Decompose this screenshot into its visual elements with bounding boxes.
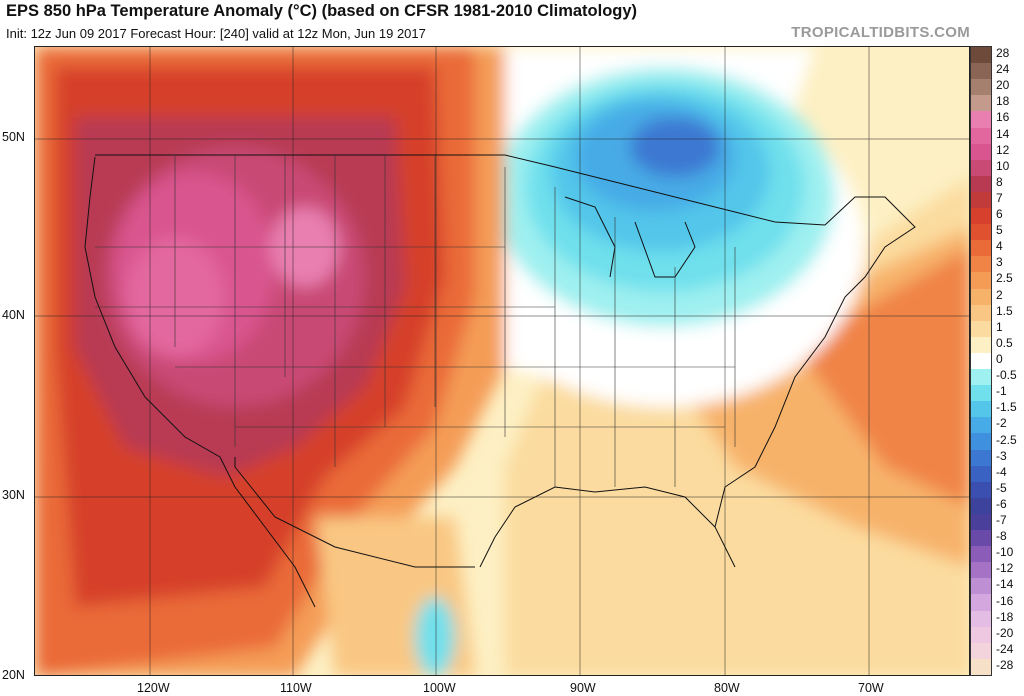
colorbar-swatch (971, 175, 991, 193)
colorbar-swatch (971, 546, 991, 563)
colorbar-swatch (971, 47, 991, 64)
colorbar-label: 0.5 (996, 335, 1013, 350)
colorbar-label: -7 (996, 513, 1007, 528)
colorbar-label: -0.5 (996, 368, 1017, 383)
colorbar-swatch (971, 272, 991, 290)
colorbar-label: 2.5 (996, 271, 1013, 286)
colorbar-label: 1.5 (996, 303, 1013, 318)
colorbar-label: -1.5 (996, 400, 1017, 415)
lon-label-110w: 110W (280, 681, 312, 695)
colorbar-swatch (971, 433, 991, 451)
colorbar-label: 24 (996, 62, 1010, 77)
colorbar-swatch (971, 304, 991, 322)
colorbar-label: -10 (996, 545, 1014, 560)
colorbar-label: 8 (996, 174, 1003, 189)
colorbar-swatch (971, 530, 991, 547)
lon-label-120w: 120W (137, 681, 170, 695)
colorbar-swatch (971, 191, 991, 209)
colorbar-label: 14 (996, 126, 1010, 141)
colorbar-swatch (971, 127, 991, 145)
colorbar-swatch (971, 208, 991, 225)
anomaly-field (35, 47, 969, 675)
colorbar-swatch (971, 578, 991, 595)
colorbar-swatch (971, 224, 991, 241)
lat-label-30n: 30N (2, 488, 25, 502)
colorbar-swatch (971, 63, 991, 80)
colorbar-label: -20 (996, 625, 1014, 640)
forecast-subtitle: Init: 12z Jun 09 2017 Forecast Hour: [24… (6, 26, 426, 41)
colorbar-label: -2.5 (996, 432, 1017, 447)
colorbar-label: -3 (996, 448, 1007, 463)
colorbar-label: 3 (996, 255, 1003, 270)
colorbar-label: -24 (996, 641, 1014, 656)
colorbar-label: 6 (996, 207, 1003, 222)
colorbar-swatch (971, 465, 991, 483)
colorbar-swatch (971, 385, 991, 402)
colorbar-swatch (971, 562, 991, 579)
colorbar (970, 46, 992, 676)
colorbar-label: -5 (996, 480, 1007, 495)
colorbar-label: -4 (996, 464, 1007, 479)
colorbar-label: -1 (996, 384, 1007, 399)
colorbar-swatch (971, 288, 991, 306)
colorbar-swatch (971, 626, 991, 644)
colorbar-swatch (971, 417, 991, 434)
colorbar-label: -6 (996, 496, 1007, 511)
colorbar-swatch (971, 159, 991, 177)
colorbar-label: 18 (996, 94, 1010, 109)
colorbar-label: 10 (996, 158, 1010, 173)
colorbar-label: 16 (996, 110, 1010, 125)
colorbar-swatch (971, 481, 991, 499)
lat-label-20n: 20N (2, 668, 25, 682)
colorbar-label: 7 (996, 190, 1003, 205)
lat-label-40n: 40N (2, 308, 25, 322)
lon-label-80w: 80W (714, 681, 740, 695)
colorbar-swatch (971, 594, 991, 612)
state-borders (95, 155, 736, 487)
colorbar-label: 5 (996, 223, 1003, 238)
colorbar-swatch (971, 642, 991, 660)
colorbar-swatch (971, 336, 991, 354)
colorbar-swatch (971, 256, 991, 273)
colorbar-swatch (971, 513, 991, 531)
colorbar-swatch (971, 401, 991, 418)
colorbar-label: -12 (996, 561, 1014, 576)
colorbar-label: 1 (996, 319, 1003, 334)
chart-title: EPS 850 hPa Temperature Anomaly (°C) (ba… (6, 2, 638, 20)
colorbar-label: -16 (996, 593, 1014, 608)
colorbar-label: -18 (996, 609, 1014, 624)
anomaly-map (34, 46, 970, 676)
colorbar-swatch (971, 95, 991, 112)
map-svg (35, 47, 969, 675)
colorbar-label: -2 (996, 416, 1007, 431)
lat-lon-grid (35, 47, 969, 675)
lat-label-50n: 50N (2, 130, 25, 144)
colorbar-swatch (971, 449, 991, 467)
source-credit: TROPICALTIDBITS.COM (791, 24, 970, 41)
colorbar-swatch (971, 111, 991, 128)
colorbar-label: -14 (996, 577, 1014, 592)
colorbar-label: 20 (996, 78, 1010, 93)
colorbar-label: 4 (996, 239, 1003, 254)
coastlines (84, 154, 916, 608)
colorbar-swatch (971, 320, 991, 338)
lon-label-100w: 100W (423, 681, 456, 695)
colorbar-swatch (971, 240, 991, 257)
colorbar-label: 0 (996, 352, 1003, 366)
colorbar-swatch (971, 79, 991, 96)
colorbar-label: 2 (996, 287, 1003, 302)
colorbar-label: 12 (996, 142, 1010, 157)
colorbar-label: -8 (996, 529, 1007, 544)
lon-label-90w: 90W (570, 681, 596, 695)
colorbar-swatch (971, 143, 991, 161)
colorbar-label: -28 (996, 657, 1014, 672)
colorbar-swatch (971, 369, 991, 386)
lon-label-70w: 70W (858, 681, 884, 695)
colorbar-swatch (971, 352, 991, 370)
colorbar-label: 28 (996, 46, 1010, 61)
colorbar-swatch (971, 497, 991, 515)
colorbar-swatch (971, 610, 991, 628)
colorbar-swatch (971, 658, 991, 676)
